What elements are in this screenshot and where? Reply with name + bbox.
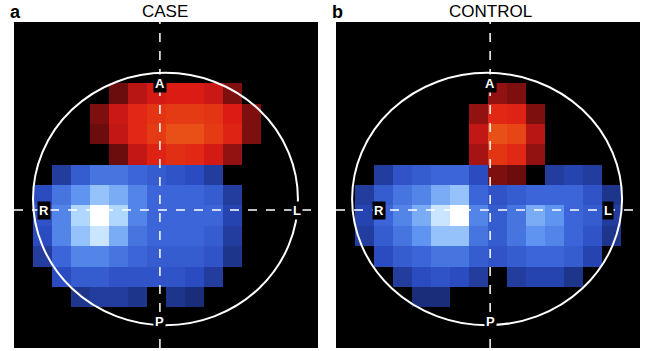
svg-text:L: L: [604, 203, 612, 218]
svg-text:L: L: [293, 203, 301, 218]
svg-text:R: R: [39, 203, 49, 218]
svg-text:a: a: [10, 2, 21, 22]
svg-text:P: P: [155, 314, 164, 329]
svg-text:CONTROL: CONTROL: [449, 2, 532, 21]
svg-text:CASE: CASE: [142, 2, 188, 21]
svg-text:A: A: [155, 76, 165, 91]
svg-text:b: b: [332, 2, 343, 22]
svg-text:A: A: [485, 76, 495, 91]
svg-text:P: P: [486, 314, 495, 329]
svg-text:R: R: [374, 203, 384, 218]
